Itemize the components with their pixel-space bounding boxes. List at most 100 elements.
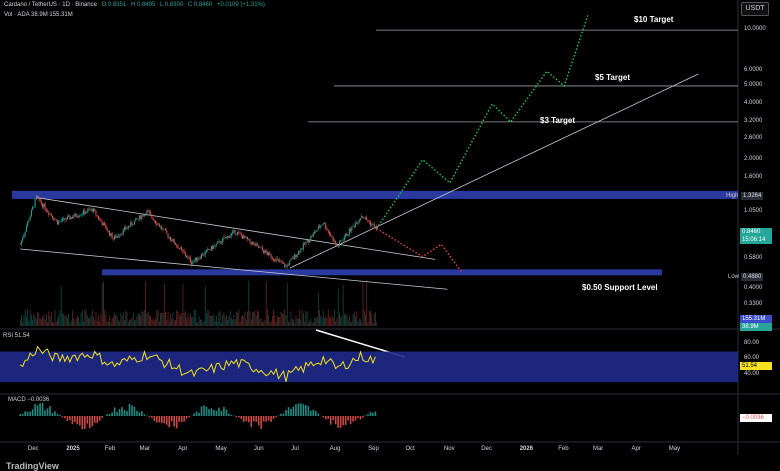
volume-bar (101, 314, 102, 326)
macd-bar (161, 416, 163, 423)
macd-bar (327, 416, 329, 419)
macd-bar (228, 414, 230, 416)
macd-bar (106, 414, 108, 416)
volume-bar (322, 318, 323, 326)
time-tick: Oct (405, 446, 414, 452)
volume-bar (334, 309, 335, 326)
macd-bar (79, 416, 81, 425)
candle (318, 226, 319, 229)
volume-bar (202, 323, 203, 326)
candle (69, 216, 70, 219)
macd-bar (44, 410, 46, 416)
candle (31, 210, 32, 216)
candle (248, 239, 249, 240)
volume-bar (211, 315, 212, 326)
price-tick: 0.4000 (744, 285, 762, 291)
candle (238, 232, 239, 233)
candle (290, 259, 291, 261)
candle (249, 239, 250, 242)
volume-bar (309, 320, 310, 326)
volume-bar (107, 321, 108, 326)
volume-bar (119, 322, 120, 326)
volume-bar (329, 316, 330, 326)
candle (325, 223, 326, 228)
candle (303, 244, 304, 249)
candle (375, 227, 376, 229)
candle (336, 245, 337, 247)
price-tick: 4.0000 (744, 100, 762, 106)
rsi-tick: 80.00 (744, 340, 759, 346)
volume-bar (183, 284, 184, 326)
volume-bar (286, 315, 287, 326)
macd-bar (188, 416, 190, 417)
macd-bar (362, 416, 364, 418)
candle (168, 233, 169, 237)
volume-bar (246, 320, 247, 326)
candle (149, 211, 150, 212)
volume-bar (175, 320, 176, 326)
candle (156, 223, 157, 225)
volume-bar (312, 322, 313, 326)
candle (79, 216, 80, 217)
candle (299, 251, 300, 252)
candle (201, 254, 202, 258)
volume-bar (272, 316, 273, 326)
macd-bar (285, 410, 287, 416)
candle (145, 214, 146, 215)
candle (252, 242, 253, 244)
volume-bar (358, 321, 359, 326)
macd-bar (154, 416, 156, 421)
candle (25, 231, 26, 234)
macd-layer (19, 403, 376, 429)
macd-bar (290, 409, 292, 416)
candle (104, 223, 105, 225)
candle (339, 241, 340, 245)
volume-bar (140, 316, 141, 326)
volume-bar (159, 321, 160, 326)
volume-bar (89, 318, 90, 326)
candle (36, 196, 37, 199)
time-tick: Jul (291, 446, 299, 452)
candle (191, 262, 192, 264)
candle (187, 257, 188, 258)
candle (365, 217, 366, 218)
volume-bar (25, 309, 26, 326)
macd-bar (317, 413, 319, 416)
candle (197, 259, 198, 261)
macd-bar (253, 416, 255, 421)
macd-bar (310, 411, 312, 416)
candle (349, 229, 350, 234)
candle (257, 244, 258, 245)
volume-bar (27, 309, 28, 326)
macd-legend[interactable]: MACD −0.0036 (8, 397, 49, 403)
macd-bar (57, 414, 59, 416)
candle (359, 220, 360, 222)
macd-bar (250, 416, 252, 427)
candle (360, 218, 361, 219)
volume-bar (296, 316, 297, 326)
macd-bar (64, 416, 66, 418)
volume-bar (264, 320, 265, 326)
volume-bar (132, 317, 133, 326)
candle (295, 255, 296, 258)
rsi-legend[interactable]: RSI 51.54 (3, 333, 30, 339)
volume-bar (315, 318, 316, 326)
candle (124, 227, 125, 229)
candle (199, 258, 200, 259)
candle (216, 244, 217, 245)
candle (159, 224, 160, 227)
macd-bar (34, 404, 36, 416)
candle (176, 245, 177, 246)
macd-bar (198, 413, 200, 416)
volume-bar (191, 317, 192, 326)
volume-bar (201, 320, 202, 326)
volume-bar (260, 319, 261, 326)
candle (42, 204, 43, 207)
candle (220, 241, 221, 243)
volume-bar (97, 321, 98, 326)
candle (329, 231, 330, 234)
candle (110, 233, 111, 236)
candle (333, 237, 334, 242)
time-tick: May (215, 446, 226, 452)
